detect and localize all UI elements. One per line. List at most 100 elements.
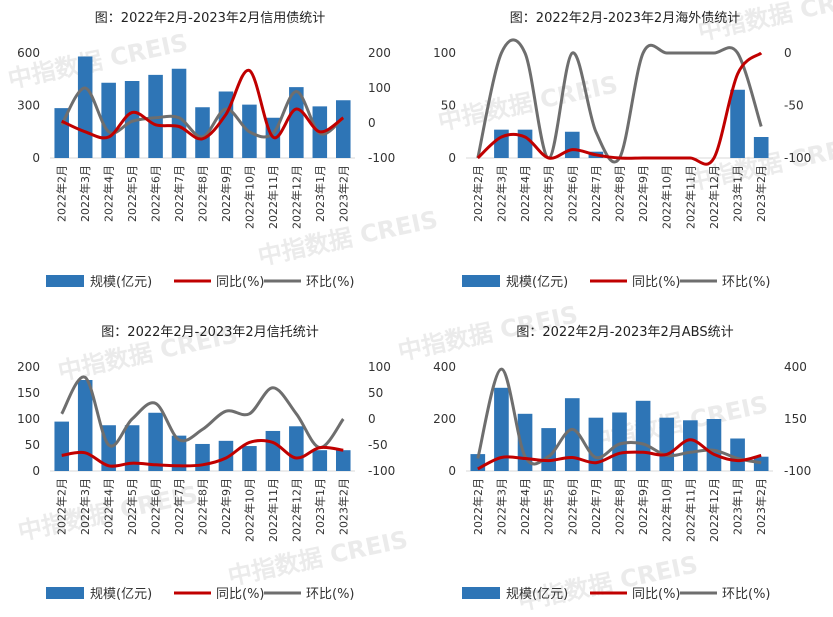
legend-label: 环比(%)	[722, 275, 771, 290]
left-axis-tick: 100	[17, 412, 40, 426]
bar	[730, 89, 745, 158]
category-label: 2023年1月	[313, 478, 327, 535]
category-label: 2022年10月	[660, 478, 674, 542]
category-label: 2022年10月	[242, 165, 256, 229]
category-label: 2022年7月	[172, 165, 186, 222]
category-label: 2022年2月	[471, 165, 485, 222]
right-axis-tick: -50	[368, 438, 388, 452]
chart-panel-3: 图：2022年2月-2023年2月信托统计 0 50 100 150 200 -100 -50…	[17, 325, 395, 602]
bar	[706, 419, 722, 471]
category-label: 2022年5月	[125, 165, 139, 222]
yoy-line	[476, 51, 763, 166]
bar	[77, 56, 93, 158]
chart-panels: 图：2022年2月-2023年2月信用债统计 0 300 600 -100 0 100 200…	[17, 11, 811, 602]
category-label: 2022年7月	[589, 478, 603, 535]
category-label: 2022年3月	[78, 478, 92, 535]
bar	[635, 400, 651, 471]
category-label: 2022年11月	[683, 478, 697, 542]
chart-panel-4: 图：2022年2月-2023年2月ABS统计 0 200 400 -100 150 400 2…	[433, 325, 811, 602]
bar	[659, 417, 675, 471]
category-label: 2022年9月	[636, 478, 650, 535]
bar	[171, 435, 187, 471]
category-label: 2023年2月	[336, 478, 350, 535]
bar	[683, 420, 698, 471]
bar	[289, 87, 304, 158]
chart-title: 图：2022年2月-2023年2月信托统计	[101, 325, 318, 340]
bar	[195, 443, 210, 471]
category-label: 2022年11月	[266, 478, 280, 542]
legend-label: 规模(亿元)	[506, 275, 568, 290]
bar	[218, 440, 234, 471]
category-label: 2022年12月	[707, 165, 721, 229]
category-label: 2022年8月	[196, 165, 210, 222]
bar	[612, 412, 627, 471]
bar	[124, 81, 140, 158]
right-axis-tick: -100	[784, 151, 811, 165]
category-label: 2022年12月	[289, 478, 303, 542]
category-label: 2022年12月	[289, 165, 303, 229]
category-label: 2022年4月	[102, 165, 116, 222]
left-axis-tick: 50	[441, 99, 456, 113]
chart-title: 图：2022年2月-2023年2月ABS统计	[516, 325, 733, 340]
category-label: 2022年8月	[613, 478, 627, 535]
category-label: 2023年1月	[731, 165, 745, 222]
chart-panel-2: 图：2022年2月-2023年2月海外债统计 0 50 100 -100 -50 0 2022…	[433, 11, 811, 290]
legend-label: 同比(%)	[632, 275, 681, 290]
bar	[289, 426, 304, 471]
bar	[312, 450, 328, 471]
right-axis-tick: 200	[368, 46, 391, 60]
legend-bar-swatch	[46, 275, 84, 287]
bar	[171, 68, 187, 158]
legend-bar-swatch	[462, 587, 500, 599]
left-axis-tick: 300	[17, 99, 40, 113]
right-axis-tick: 0	[368, 116, 376, 130]
legend-label: 环比(%)	[306, 587, 355, 602]
right-axis-tick: 50	[368, 386, 383, 400]
category-label: 2022年6月	[565, 165, 579, 222]
left-axis-tick: 200	[17, 360, 40, 374]
mom-line	[60, 86, 345, 139]
category-label: 2022年9月	[219, 165, 233, 222]
bar	[730, 438, 745, 471]
category-label: 2022年8月	[613, 165, 627, 222]
legend-bar-swatch	[46, 587, 84, 599]
category-label: 2023年1月	[313, 165, 327, 222]
bar	[494, 387, 509, 471]
mom-line	[476, 367, 762, 466]
category-label: 2023年2月	[336, 165, 350, 222]
legend-label: 同比(%)	[632, 587, 681, 602]
bar	[335, 450, 351, 471]
category-label: 2022年2月	[471, 478, 485, 535]
category-label: 2022年5月	[125, 478, 139, 535]
right-axis-tick: -50	[784, 99, 804, 113]
category-label: 2022年3月	[494, 478, 508, 535]
watermark-text: 中指数据 CREIS	[515, 550, 700, 615]
category-label: 2022年11月	[683, 165, 697, 229]
category-label: 2022年2月	[55, 165, 69, 222]
bar	[195, 107, 210, 158]
right-axis-tick: 100	[368, 81, 391, 95]
left-axis-tick: 0	[32, 464, 40, 478]
yoy-line	[477, 438, 762, 471]
category-label: 2022年12月	[707, 478, 721, 542]
left-axis-tick: 400	[433, 360, 456, 374]
legend-label: 规模(亿元)	[90, 275, 152, 290]
bar	[335, 100, 351, 158]
legend-label: 规模(亿元)	[506, 587, 568, 602]
category-label: 2022年2月	[55, 478, 69, 535]
category-label: 2022年4月	[518, 165, 532, 222]
category-label: 2022年6月	[565, 478, 579, 535]
bar	[564, 398, 580, 471]
right-axis-tick: 400	[784, 360, 807, 374]
right-axis-tick: -100	[368, 151, 395, 165]
left-axis-tick: 200	[433, 412, 456, 426]
right-axis-tick: -100	[368, 464, 395, 478]
right-axis-tick: 0	[368, 412, 376, 426]
category-label: 2022年6月	[149, 478, 163, 535]
category-label: 2022年3月	[494, 165, 508, 222]
left-axis-tick: 600	[17, 46, 40, 60]
bar	[124, 425, 140, 471]
category-label: 2022年4月	[102, 478, 116, 535]
bar	[564, 131, 580, 158]
